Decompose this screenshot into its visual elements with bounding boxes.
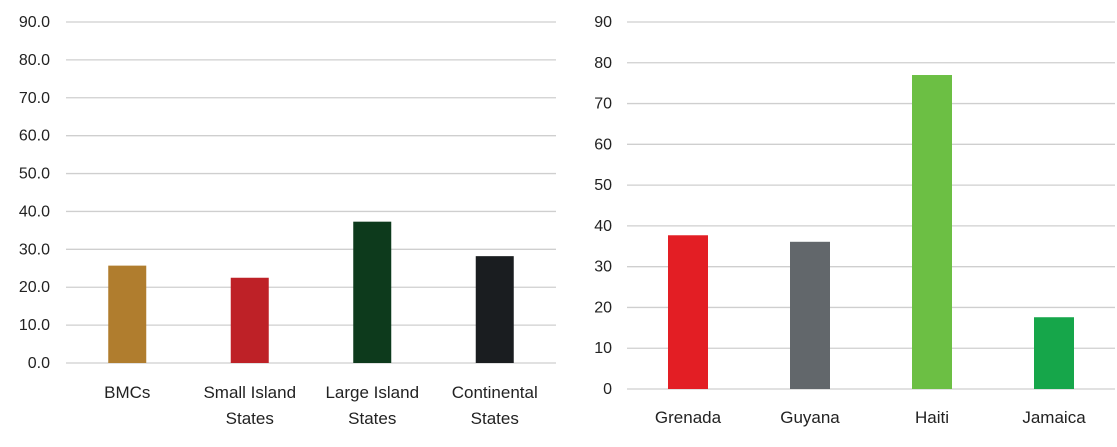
x-category-label: Small Island States (203, 383, 296, 428)
y-tick-label: 10 (594, 340, 612, 357)
y-tick-label: 60 (594, 136, 612, 153)
x-category-label-line: States (348, 409, 396, 428)
x-category-label: Jamaica (1022, 408, 1086, 427)
x-category-label-line: Haiti (915, 408, 949, 427)
x-category-label-line: States (471, 409, 519, 428)
y-tick-label: 70 (594, 96, 612, 113)
x-category-label: Haiti (915, 408, 949, 427)
x-category-label-line: Grenada (655, 408, 722, 427)
left-bar-chart: 0.0 10.0 20.0 30.0 40.0 50.0 60.0 70.0 80.0 90.0 B… (19, 14, 556, 428)
x-category-label: Continental States (452, 383, 538, 428)
y-tick-label: 30 (594, 259, 612, 276)
y-tick-label: 70.0 (19, 90, 50, 107)
y-tick-label: 50.0 (19, 166, 50, 183)
y-tick-label: 20.0 (19, 279, 50, 296)
y-tick-label: 10.0 (19, 317, 50, 334)
bar (912, 75, 952, 389)
x-category-label-line: Guyana (780, 408, 840, 427)
x-category-label: Large Island States (325, 383, 419, 428)
y-tick-label: 90.0 (19, 14, 50, 31)
x-category-label-line: Large Island (325, 383, 419, 402)
y-tick-label: 0.0 (28, 355, 50, 372)
y-tick-label: 40.0 (19, 203, 50, 220)
bar (230, 277, 269, 363)
bar (790, 241, 830, 389)
x-category-label-line: Small Island (203, 383, 296, 402)
bar (353, 221, 392, 363)
y-tick-label: 50 (594, 177, 612, 194)
y-tick-label: 20 (594, 299, 612, 316)
x-category-label: Grenada (655, 408, 722, 427)
bar (668, 235, 708, 389)
x-category-label-line: BMCs (104, 383, 150, 402)
right-bar-chart: 0 10 20 30 40 50 60 70 80 90 Grenada Guyana Haiti Jam… (594, 14, 1115, 427)
x-category-label: BMCs (104, 383, 150, 402)
y-tick-label: 80 (594, 55, 612, 72)
x-category-label-line: Continental (452, 383, 538, 402)
y-tick-label: 40 (594, 218, 612, 235)
x-category-label-line: Jamaica (1022, 408, 1086, 427)
x-category-label: Guyana (780, 408, 840, 427)
bar (475, 256, 514, 363)
bar (108, 265, 147, 363)
y-tick-label: 0 (603, 381, 612, 398)
bar (1034, 317, 1074, 389)
y-tick-label: 90 (594, 14, 612, 31)
y-tick-label: 60.0 (19, 128, 50, 145)
x-category-label-line: States (226, 409, 274, 428)
y-tick-label: 80.0 (19, 52, 50, 69)
y-tick-label: 30.0 (19, 241, 50, 258)
